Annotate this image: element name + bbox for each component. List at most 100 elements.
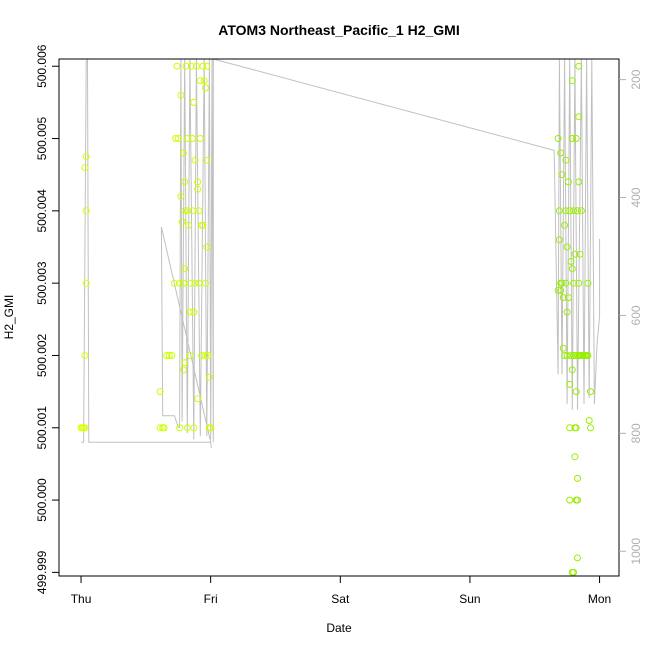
data-point <box>575 62 583 70</box>
data-point <box>199 62 207 70</box>
data-point <box>156 388 164 396</box>
y-tick-label: 500.004 <box>35 189 49 233</box>
data-point <box>203 62 211 70</box>
data-point <box>176 424 184 432</box>
data-point <box>190 98 198 106</box>
profile-line <box>81 58 601 449</box>
y-tick-label: 500.006 <box>35 44 49 88</box>
data-point <box>81 352 89 359</box>
data-point <box>189 135 196 142</box>
data-point <box>200 77 208 85</box>
data-point <box>202 352 209 359</box>
y2-tick-label: 400 <box>629 187 643 207</box>
data-point <box>194 178 202 186</box>
x-tick-label: Thu <box>71 592 92 606</box>
data-point <box>577 207 585 215</box>
data-point <box>194 395 202 403</box>
data-points-layer <box>77 62 594 576</box>
data-point <box>563 243 571 251</box>
data-point <box>555 207 563 215</box>
data-point <box>181 207 189 215</box>
x-tick-label: Sat <box>331 592 350 606</box>
y-tick-label: 499.999 <box>35 550 49 594</box>
data-point <box>194 185 202 193</box>
data-point <box>559 344 567 352</box>
data-point <box>574 474 581 482</box>
data-point <box>571 250 579 258</box>
data-point <box>170 279 178 287</box>
data-point <box>179 149 187 157</box>
data-point <box>196 77 204 85</box>
data-point <box>177 91 185 99</box>
data-point <box>173 62 181 70</box>
data-point <box>187 62 195 70</box>
data-point <box>82 153 90 161</box>
data-point <box>81 424 89 432</box>
profile-line-layer <box>81 58 601 449</box>
data-point <box>575 279 583 287</box>
data-point <box>584 279 592 287</box>
data-point <box>576 250 584 258</box>
data-point <box>165 352 173 359</box>
data-point <box>574 207 581 215</box>
data-point <box>181 359 189 367</box>
data-point <box>202 84 209 92</box>
data-point <box>562 156 570 164</box>
data-point <box>566 496 574 504</box>
y2-tick-label: 200 <box>629 69 643 89</box>
data-point <box>179 366 187 374</box>
data-point <box>203 243 211 251</box>
data-point <box>190 308 198 316</box>
data-point <box>81 164 89 171</box>
data-point <box>174 135 182 142</box>
data-point <box>186 352 194 359</box>
data-point <box>584 352 592 359</box>
data-point <box>191 279 199 287</box>
data-point <box>558 279 566 287</box>
y-tick-label: 500.000 <box>35 478 49 522</box>
data-point <box>570 279 578 287</box>
data-point <box>574 554 581 562</box>
data-point <box>561 221 569 229</box>
data-point <box>566 207 574 215</box>
data-point <box>186 279 194 287</box>
data-point <box>562 207 570 215</box>
y-tick-label: 500.001 <box>35 406 49 450</box>
data-point <box>570 207 578 215</box>
data-point <box>555 236 563 244</box>
data-point <box>554 286 562 294</box>
data-point <box>183 135 191 142</box>
data-point <box>563 308 571 316</box>
data-point <box>571 453 579 461</box>
data-point <box>182 62 190 70</box>
data-point <box>564 294 572 302</box>
data-point <box>191 156 199 164</box>
y2-tick-label: 600 <box>629 305 643 325</box>
data-point <box>178 218 186 226</box>
data-point <box>196 135 204 142</box>
data-point <box>156 424 164 432</box>
data-point <box>203 156 211 164</box>
y-tick-label: 500.002 <box>35 333 49 377</box>
data-point <box>168 352 176 359</box>
data-point <box>575 113 583 121</box>
plot-frame <box>58 58 620 577</box>
data-point <box>183 207 191 215</box>
data-point <box>557 149 565 157</box>
y2-tick-label: 1000 <box>629 538 643 565</box>
data-point <box>204 352 212 359</box>
data-point <box>185 221 193 229</box>
data-point <box>564 178 572 186</box>
data-point <box>177 192 185 200</box>
data-point <box>207 424 215 432</box>
data-point <box>562 279 570 287</box>
data-point <box>575 178 583 186</box>
data-point <box>202 279 209 287</box>
data-point <box>568 77 576 85</box>
data-point <box>172 135 180 142</box>
data-point <box>568 568 576 576</box>
data-point <box>568 265 576 273</box>
data-point <box>568 135 576 142</box>
x-axis: Thu Fri Sat Sun Mon <box>71 575 611 606</box>
